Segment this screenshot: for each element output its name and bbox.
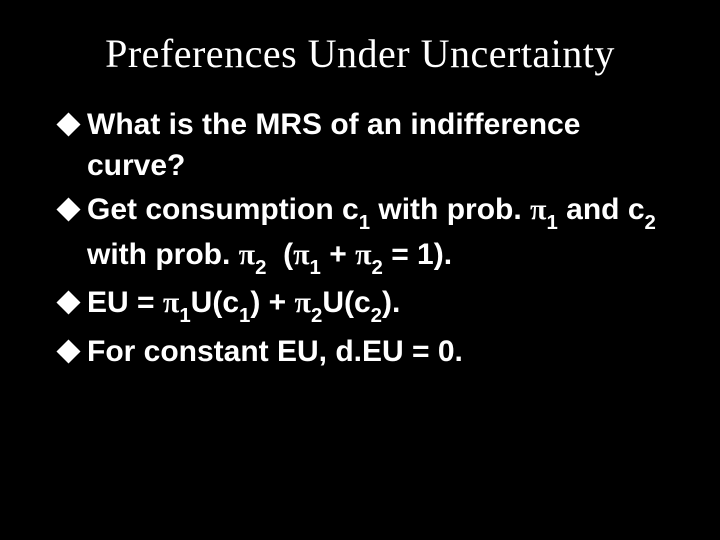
bullet-diamond-icon [56,291,80,315]
bullet-lead: Get [87,193,137,226]
bullet-list: What is the MRS of an indifference curve… [50,105,670,372]
bullet-rest: consumption c1 with prob. π1 and c2 with… [87,193,656,271]
bullet-item: What is the MRS of an indifference curve… [60,105,670,186]
bullet-rest: = π1U(c1) + π2U(c2). [129,286,401,319]
slide-title: Preferences Under Uncertainty [50,30,670,77]
bullet-text: What is the MRS of an indifference curve… [87,105,670,186]
bullet-diamond-icon [56,197,80,221]
bullet-text: For constant EU, d.EU = 0. [87,332,670,373]
bullet-item: EU = π1U(c1) + π2U(c2). [60,283,670,328]
bullet-rest: is the MRS of an indifference curve? [87,108,580,182]
bullet-lead: What [87,108,160,141]
bullet-item: Get consumption c1 with prob. π1 and c2 … [60,190,670,279]
bullet-lead: EU [87,286,129,319]
bullet-rest: constant EU, d.EU = 0. [135,335,463,368]
bullet-diamond-icon [56,339,80,363]
slide: Preferences Under Uncertainty What is th… [0,0,720,540]
bullet-text: EU = π1U(c1) + π2U(c2). [87,283,670,328]
bullet-text: Get consumption c1 with prob. π1 and c2 … [87,190,670,279]
bullet-diamond-icon [56,112,80,136]
bullet-item: For constant EU, d.EU = 0. [60,332,670,373]
bullet-lead: For [87,335,135,368]
